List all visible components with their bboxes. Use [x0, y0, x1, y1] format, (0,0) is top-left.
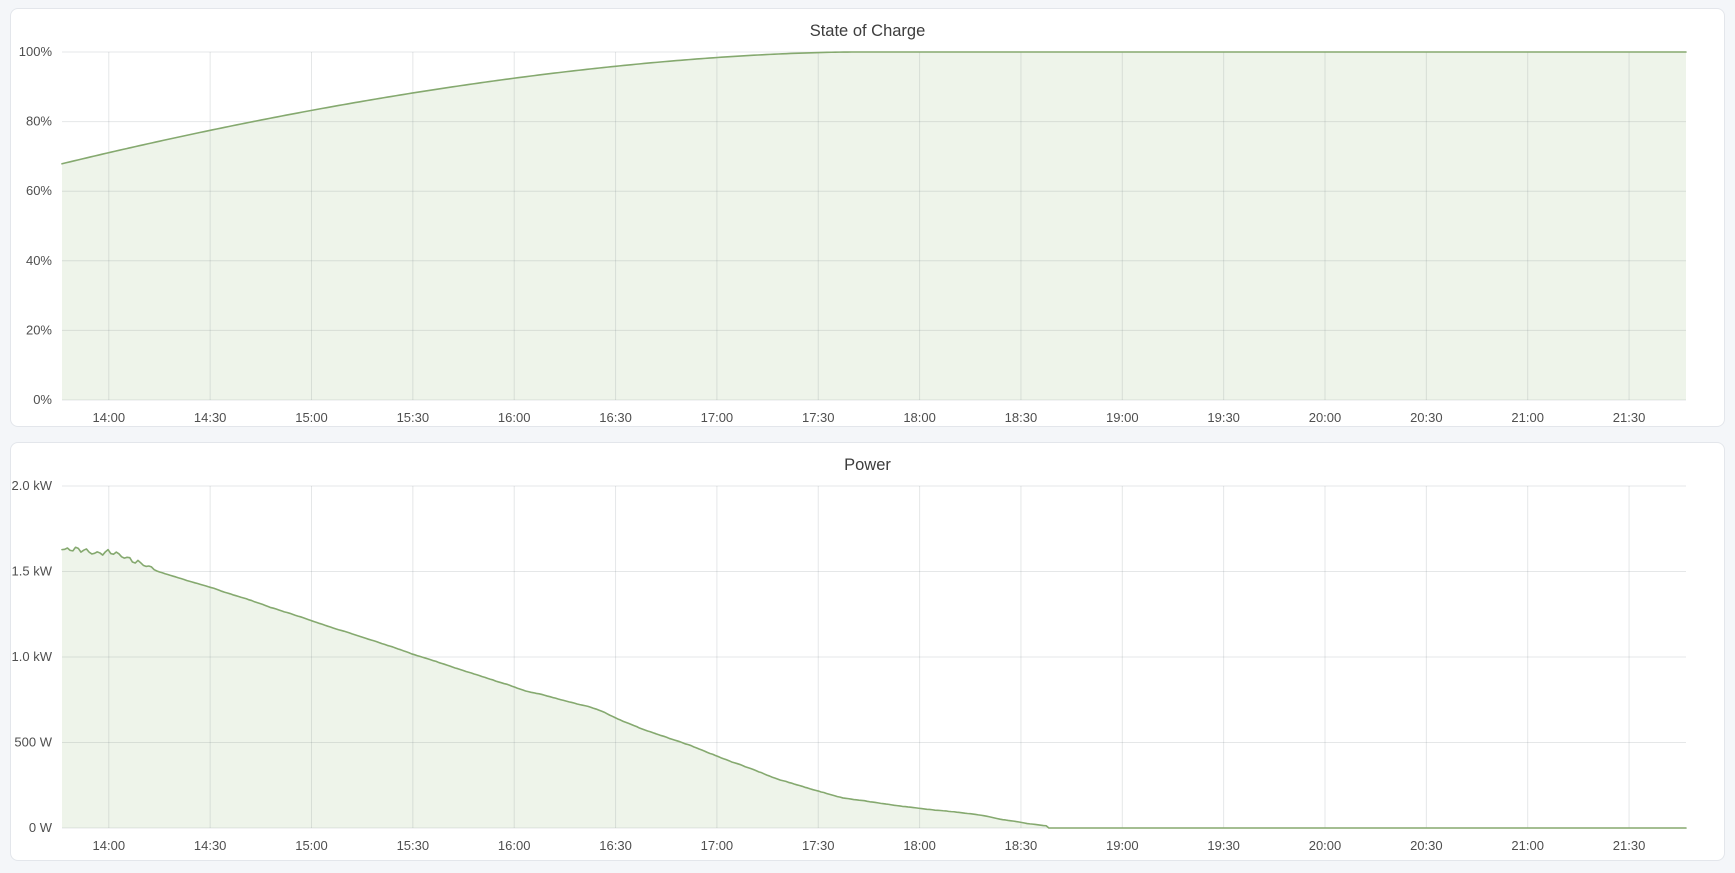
svg-text:19:00: 19:00 [1106, 410, 1139, 425]
svg-text:100%: 100% [19, 44, 53, 59]
svg-text:20:00: 20:00 [1309, 838, 1342, 853]
svg-text:14:30: 14:30 [194, 838, 227, 853]
svg-text:2.0 kW: 2.0 kW [12, 478, 53, 493]
svg-text:16:00: 16:00 [498, 838, 531, 853]
svg-text:1.5 kW: 1.5 kW [12, 563, 53, 578]
svg-text:17:30: 17:30 [802, 410, 835, 425]
svg-text:17:00: 17:00 [701, 838, 734, 853]
svg-text:21:30: 21:30 [1613, 410, 1646, 425]
svg-text:19:30: 19:30 [1207, 838, 1240, 853]
svg-text:18:00: 18:00 [903, 838, 936, 853]
svg-text:0%: 0% [33, 392, 52, 407]
svg-text:20:30: 20:30 [1410, 410, 1443, 425]
svg-text:14:00: 14:00 [93, 838, 126, 853]
svg-text:21:00: 21:00 [1511, 410, 1544, 425]
svg-text:17:30: 17:30 [802, 838, 835, 853]
svg-text:40%: 40% [26, 253, 52, 268]
svg-text:0 W: 0 W [29, 820, 53, 835]
svg-text:15:30: 15:30 [397, 838, 430, 853]
svg-text:15:30: 15:30 [397, 410, 430, 425]
svg-text:19:30: 19:30 [1207, 410, 1240, 425]
svg-text:15:00: 15:00 [295, 838, 328, 853]
svg-text:20:00: 20:00 [1309, 410, 1342, 425]
svg-text:16:00: 16:00 [498, 410, 531, 425]
svg-text:18:00: 18:00 [903, 410, 936, 425]
svg-text:21:30: 21:30 [1613, 838, 1646, 853]
svg-text:20:30: 20:30 [1410, 838, 1443, 853]
svg-text:18:30: 18:30 [1005, 838, 1038, 853]
svg-text:18:30: 18:30 [1005, 410, 1038, 425]
svg-text:80%: 80% [26, 113, 52, 128]
svg-text:16:30: 16:30 [599, 838, 632, 853]
svg-text:17:00: 17:00 [701, 410, 734, 425]
svg-text:500 W: 500 W [14, 734, 52, 749]
svg-text:1.0 kW: 1.0 kW [12, 649, 53, 664]
svg-text:14:00: 14:00 [93, 410, 126, 425]
svg-text:21:00: 21:00 [1511, 838, 1544, 853]
svg-text:14:30: 14:30 [194, 410, 227, 425]
svg-text:19:00: 19:00 [1106, 838, 1139, 853]
svg-text:15:00: 15:00 [295, 410, 328, 425]
svg-text:16:30: 16:30 [599, 410, 632, 425]
svg-text:60%: 60% [26, 183, 52, 198]
svg-text:20%: 20% [26, 322, 52, 337]
